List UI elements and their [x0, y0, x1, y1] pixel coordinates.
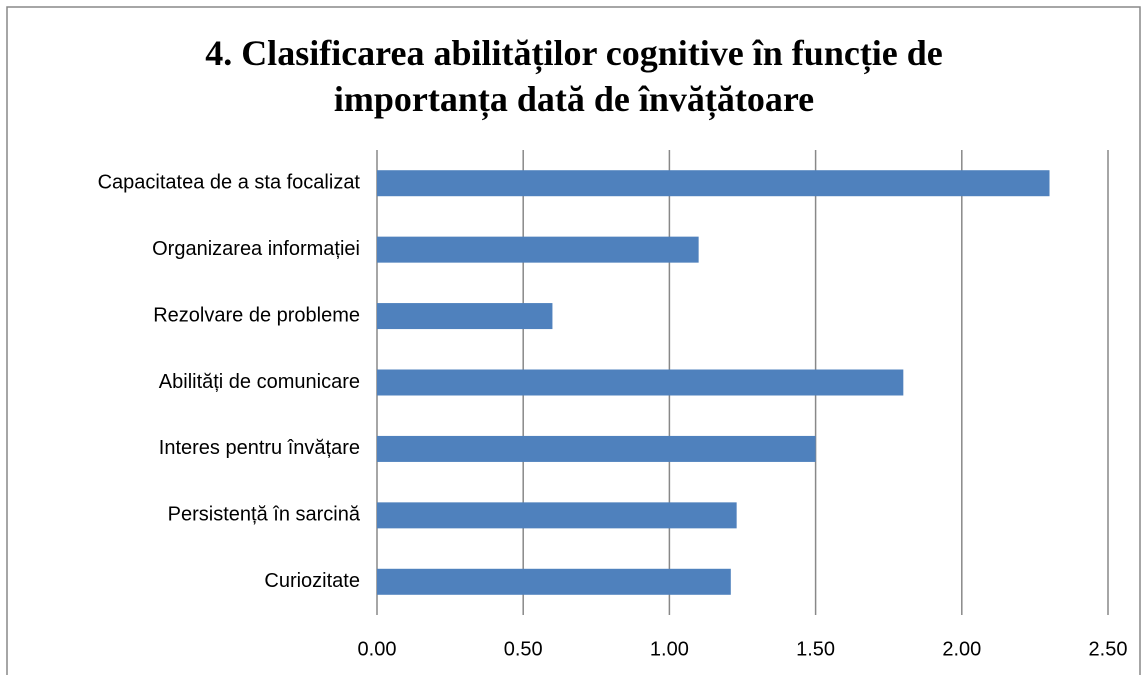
y-tick-label: Persistență în sarcină — [168, 504, 361, 526]
y-tick-label: Abilități de comunicare — [159, 371, 360, 393]
y-tick-label: Rezolvare de probleme — [153, 304, 360, 326]
x-tick-label: 1.50 — [796, 638, 835, 660]
bar — [377, 236, 699, 263]
y-tick-label: Organizarea informației — [152, 238, 360, 260]
x-tick-label: 0.50 — [504, 638, 543, 660]
y-tick-label: Interes pentru învățare — [159, 437, 360, 459]
bar — [377, 568, 731, 595]
x-tick-label: 1.00 — [650, 638, 689, 660]
bar — [377, 170, 1050, 197]
chart-border — [6, 6, 1141, 675]
bar — [377, 435, 816, 462]
y-tick-label: Capacitatea de a sta focalizat — [98, 171, 361, 193]
x-tick-label: 2.50 — [1089, 638, 1128, 660]
x-tick-label: 2.00 — [942, 638, 981, 660]
chart-title: 4. Clasificarea abilităților cognitive î… — [205, 33, 943, 119]
bar — [377, 369, 904, 396]
y-tick-label: Curiozitate — [264, 570, 360, 592]
bar — [377, 502, 737, 529]
bar — [377, 303, 553, 330]
x-tick-label: 0.00 — [358, 638, 397, 660]
